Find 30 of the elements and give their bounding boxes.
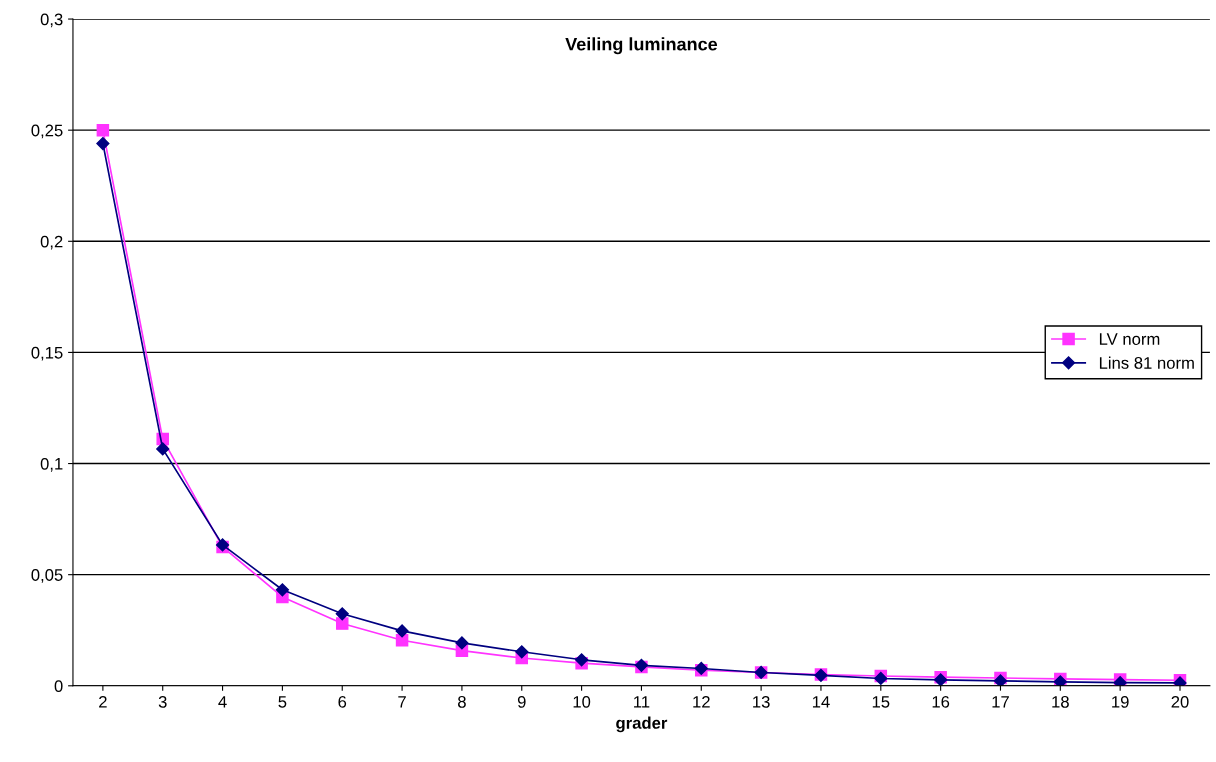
x-tick-label: 11 <box>634 696 650 708</box>
x-tick-label: 10 <box>573 695 591 708</box>
y-tick-label: 0,05 <box>31 569 63 583</box>
x-tick-label: 8 <box>458 695 466 708</box>
x-axis-title: grader <box>616 716 668 733</box>
x-tick-label: 3 <box>158 695 167 708</box>
y-tick-label: 0,3 <box>40 13 63 28</box>
text: Veiling luminance <box>565 37 718 55</box>
y-tick-label: 0 <box>54 680 63 692</box>
legend-label: Lins 81 norm <box>1099 356 1194 369</box>
x-tick-label: 15 <box>872 696 890 708</box>
x-tick-label: 17 <box>992 696 1009 708</box>
legend-label: LV norm <box>1099 333 1160 345</box>
x-tick-label: 20 <box>1171 695 1189 708</box>
x-tick-label: 6 <box>338 695 347 708</box>
x-tick-label: 16 <box>932 695 950 708</box>
x-tick-label: 14 <box>812 696 830 708</box>
y-tick-label: 0,15 <box>31 346 63 361</box>
y-tick-label: 0,2 <box>40 235 63 250</box>
x-tick-label: 2 <box>99 695 107 708</box>
y-tick-label: 0,1 <box>40 457 63 472</box>
y-tick-label: 0,25 <box>31 124 63 139</box>
x-tick-label: 18 <box>1052 695 1069 708</box>
x-tick-label: 5 <box>278 696 287 708</box>
x-tick-label: 12 <box>693 695 710 708</box>
x-tick-label: 19 <box>1112 695 1129 708</box>
x-tick-label: 7 <box>398 696 406 708</box>
x-tick-label: 13 <box>753 695 770 708</box>
x-tick-label: 4 <box>218 696 227 708</box>
x-tick-label: 9 <box>517 695 526 708</box>
